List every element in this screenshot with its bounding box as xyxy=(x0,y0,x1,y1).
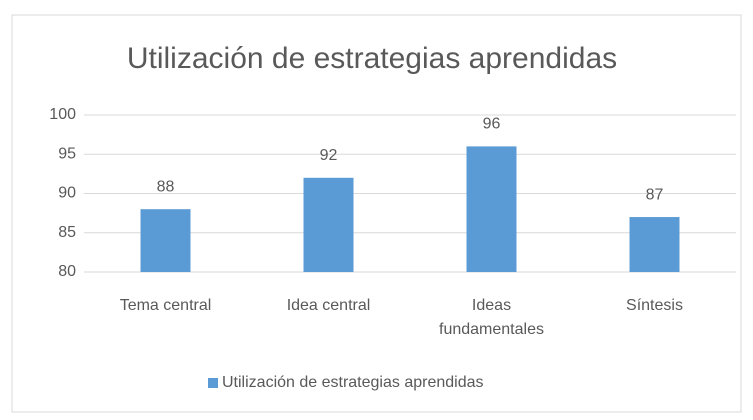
y-tick-label: 80 xyxy=(58,263,76,280)
x-tick-label: Idea central xyxy=(287,297,371,314)
data-label: 87 xyxy=(646,186,664,203)
chart-title: Utilización de estrategias aprendidas xyxy=(127,42,617,75)
bar xyxy=(140,209,191,272)
legend-label: Utilización de estrategias aprendidas xyxy=(222,374,483,391)
bar xyxy=(466,146,517,272)
y-tick-label: 100 xyxy=(49,106,76,123)
bar xyxy=(303,177,354,272)
y-tick-label: 95 xyxy=(58,145,76,162)
data-label: 88 xyxy=(157,178,175,195)
x-tick-label: Ideas fundamentales xyxy=(439,297,544,338)
chart-border xyxy=(11,14,742,413)
y-tick-label: 90 xyxy=(58,185,76,202)
y-tick-label: 85 xyxy=(58,224,76,241)
x-tick-label: Síntesis xyxy=(626,297,683,314)
data-label: 96 xyxy=(483,116,501,133)
x-tick-label: Tema central xyxy=(120,297,212,314)
data-label: 92 xyxy=(320,147,338,164)
legend-swatch xyxy=(208,378,218,388)
bar xyxy=(629,217,680,272)
